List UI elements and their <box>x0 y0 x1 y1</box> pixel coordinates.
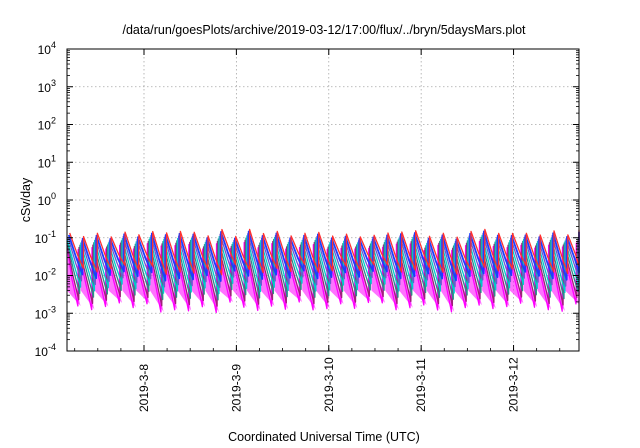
grid-lines <box>67 49 579 351</box>
series-line <box>67 230 580 282</box>
x-tick-label: 2019-3-10 <box>322 357 336 412</box>
y-axis: 10-4 10-3 10-2 10-1 100 101 102 103 104 <box>35 40 579 359</box>
y-tick-label: 10-2 <box>35 267 56 284</box>
x-tick-label: 2019-3-8 <box>137 364 151 412</box>
x-tick-label: 2019-3-11 <box>414 358 428 412</box>
series-line <box>66 234 580 295</box>
x-tick-label: 2019-3-9 <box>229 364 243 412</box>
y-tick-label: 10-1 <box>35 229 56 246</box>
y-tick-label: 100 <box>38 191 56 208</box>
x-tick-label: 2019-3-12 <box>507 357 521 412</box>
y-tick-label: 104 <box>38 40 56 57</box>
chart-title: /data/run/goesPlots/archive/2019-03-12/1… <box>122 23 526 37</box>
series-line <box>69 228 580 276</box>
y-axis-label: cSv/day <box>19 177 33 222</box>
x-axis-label: Coordinated Universal Time (UTC) <box>228 430 420 444</box>
x-axis: 2019-3-8 2019-3-9 2019-3-10 2019-3-11 2019-3… <box>74 49 561 412</box>
y-tick-label: 101 <box>38 153 56 170</box>
y-tick-label: 10-3 <box>35 304 56 321</box>
y-tick-label: 10-4 <box>35 342 56 359</box>
y-tick-label: 102 <box>38 116 56 133</box>
data-series <box>66 228 580 314</box>
y-tick-label: 103 <box>38 78 56 95</box>
series-fill <box>67 246 579 313</box>
